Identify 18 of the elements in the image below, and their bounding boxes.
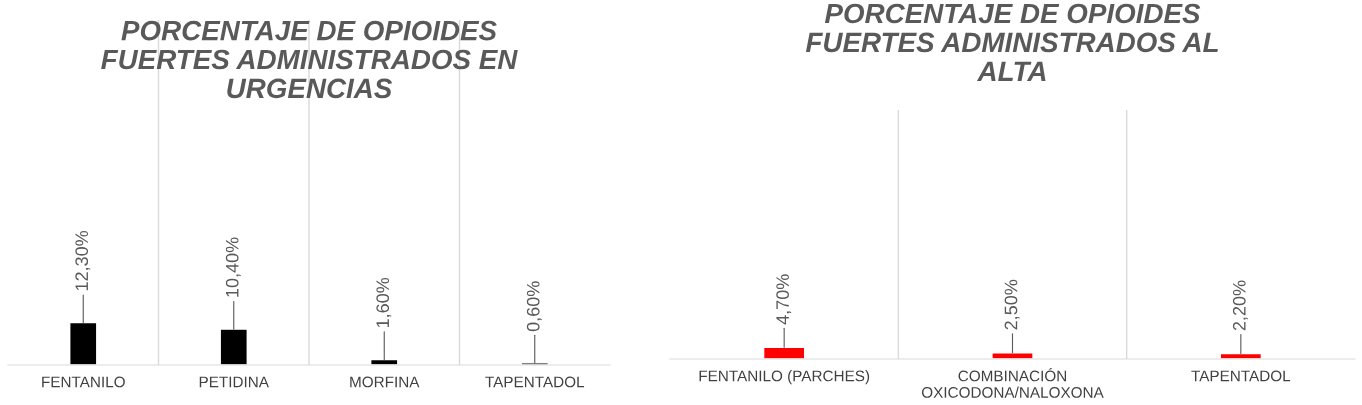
x-tick-label: PETIDINA bbox=[199, 376, 269, 388]
chart-title: PORCENTAJE DE OPIOIDES FUERTES ADMINISTRADOS AL ALTA bbox=[805, 3, 1218, 81]
data-label: 0,60% bbox=[526, 281, 542, 332]
data-label: 10,40% bbox=[225, 237, 241, 297]
x-tick-label: COMBINACIÓN OXICODONA/NALOXONA bbox=[921, 367, 1104, 398]
x-tick-label: MORFINA bbox=[350, 376, 420, 388]
text: PORCENTAJE DE OPIOIDES FUERTES ADMINISTRADOS EN URGENCIAS bbox=[101, 20, 518, 99]
bar bbox=[69, 321, 98, 365]
data-label: 2,50% bbox=[1004, 279, 1020, 330]
x-tick-label: TAPENTADOL bbox=[1191, 370, 1291, 382]
data-label: 1,60% bbox=[376, 277, 392, 328]
data-label: 12,30% bbox=[75, 230, 91, 291]
data-label: 4,70% bbox=[776, 274, 792, 325]
x-tick-label: FENTANILO (PARCHES) bbox=[699, 370, 870, 385]
x-tick-label: TAPENTADOL bbox=[485, 376, 585, 388]
data-label: 2,20% bbox=[1232, 280, 1248, 331]
bar bbox=[219, 328, 248, 365]
x-tick-label: FENTANILO bbox=[42, 376, 125, 388]
